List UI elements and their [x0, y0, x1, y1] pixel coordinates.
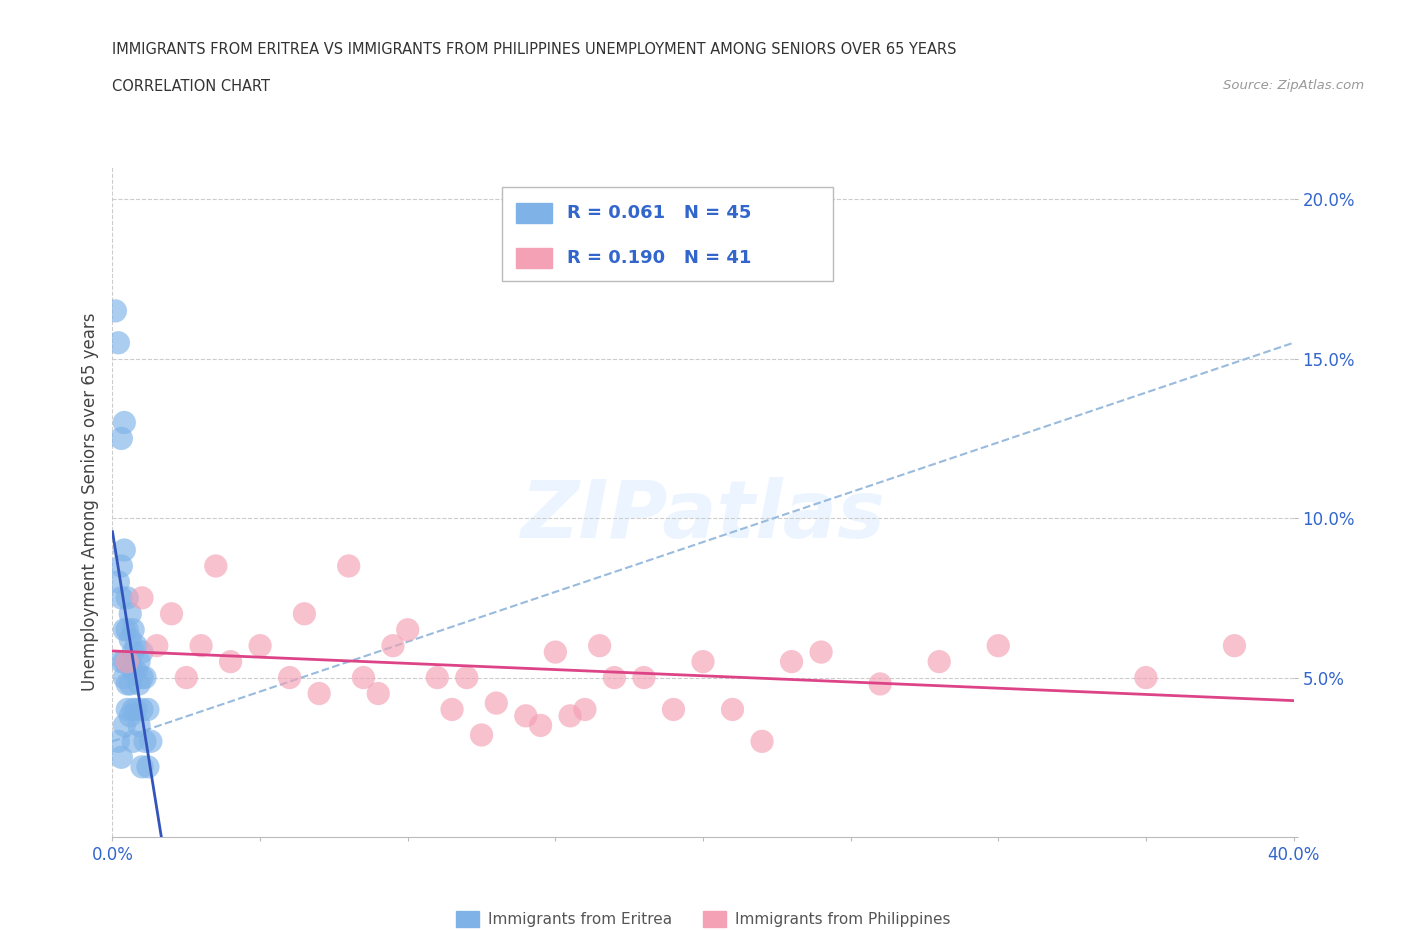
Text: Source: ZipAtlas.com: Source: ZipAtlas.com [1223, 79, 1364, 92]
Point [136, 702, 159, 717]
Point [128, 654, 150, 669]
Point [249, 638, 271, 653]
Point [470, 727, 494, 742]
Point [107, 575, 129, 590]
Point [662, 702, 685, 717]
Point [426, 671, 449, 685]
Point [751, 734, 773, 749]
Point [721, 702, 744, 717]
Point [529, 718, 551, 733]
Point [633, 671, 655, 685]
Text: CORRELATION CHART: CORRELATION CHART [112, 79, 270, 94]
Point [120, 709, 142, 724]
Point [190, 638, 212, 653]
Point [120, 654, 142, 669]
Point [117, 702, 138, 717]
Point [110, 559, 132, 574]
Point [125, 664, 148, 679]
Y-axis label: Unemployment Among Seniors over 65 years: Unemployment Among Seniors over 65 years [80, 313, 98, 691]
Point [120, 676, 142, 691]
Point [396, 622, 419, 637]
Point [278, 671, 301, 685]
Bar [516, 247, 551, 268]
Point [117, 591, 138, 605]
Point [112, 671, 135, 685]
Point [128, 676, 150, 691]
Point [131, 644, 153, 659]
Point [131, 591, 153, 605]
Point [456, 671, 478, 685]
Point [146, 638, 169, 653]
Text: IMMIGRANTS FROM ERITREA VS IMMIGRANTS FROM PHILIPPINES UNEMPLOYMENT AMONG SENIOR: IMMIGRANTS FROM ERITREA VS IMMIGRANTS FR… [112, 42, 957, 57]
Point [117, 622, 138, 637]
Point [692, 654, 714, 669]
Point [122, 664, 145, 679]
Point [367, 686, 389, 701]
Point [205, 559, 228, 574]
Point [308, 686, 330, 701]
Point [131, 702, 153, 717]
Point [104, 303, 127, 318]
Point [558, 709, 582, 724]
Point [107, 336, 129, 351]
Point [160, 606, 183, 621]
Point [112, 415, 135, 430]
Bar [516, 203, 551, 223]
Point [292, 606, 315, 621]
Point [588, 638, 610, 653]
Point [1223, 638, 1246, 653]
Point [603, 671, 626, 685]
Point [136, 760, 159, 775]
Point [125, 638, 148, 653]
Point [112, 654, 135, 669]
Point [134, 734, 156, 749]
Point [112, 622, 135, 637]
Point [987, 638, 1010, 653]
Point [128, 718, 150, 733]
Point [112, 718, 135, 733]
Text: R = 0.190   N = 41: R = 0.190 N = 41 [567, 249, 752, 267]
Point [574, 702, 596, 717]
Text: R = 0.061   N = 45: R = 0.061 N = 45 [567, 204, 752, 222]
Point [134, 671, 156, 685]
Point [125, 702, 148, 717]
Point [110, 591, 132, 605]
Point [110, 431, 132, 445]
Point [122, 702, 145, 717]
Point [131, 760, 153, 775]
Point [122, 734, 145, 749]
Point [219, 654, 242, 669]
Point [515, 709, 537, 724]
Point [1135, 671, 1157, 685]
Point [869, 676, 891, 691]
FancyBboxPatch shape [502, 188, 832, 281]
Point [139, 734, 162, 749]
Point [337, 559, 360, 574]
Point [112, 542, 135, 557]
Point [174, 671, 197, 685]
Point [122, 622, 145, 637]
Point [810, 644, 832, 659]
Point [780, 654, 803, 669]
Point [110, 654, 132, 669]
Point [441, 702, 464, 717]
Text: ZIPatlas: ZIPatlas [520, 476, 886, 554]
Point [120, 631, 142, 646]
Point [117, 654, 138, 669]
Point [117, 676, 138, 691]
Point [928, 654, 950, 669]
Point [352, 671, 374, 685]
Point [382, 638, 405, 653]
Point [107, 734, 129, 749]
Point [544, 644, 567, 659]
Point [485, 696, 508, 711]
Point [110, 750, 132, 764]
Point [117, 654, 138, 669]
Point [120, 606, 142, 621]
Point [122, 644, 145, 659]
Point [131, 671, 153, 685]
Legend: Immigrants from Eritrea, Immigrants from Philippines: Immigrants from Eritrea, Immigrants from… [450, 905, 956, 930]
